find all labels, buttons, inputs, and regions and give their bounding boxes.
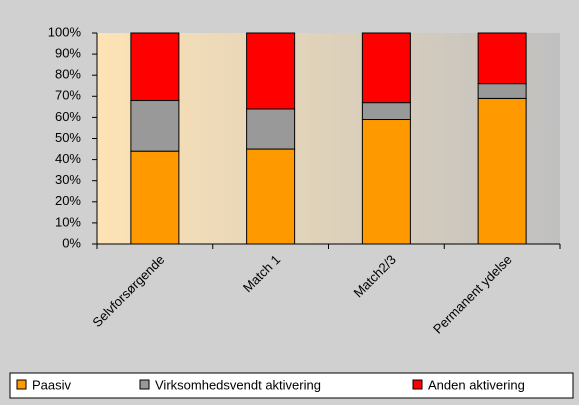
bar-segment (477, 97, 527, 245)
y-tick-label: 20% (55, 193, 81, 208)
bar-segment (246, 148, 296, 245)
y-tick-label: 30% (55, 172, 81, 187)
bar-segment (130, 100, 180, 152)
legend-marker (412, 379, 423, 390)
legend-label: Virksomhedsvendt aktivering (155, 377, 321, 392)
y-tick-label: 10% (55, 214, 81, 229)
bar-segment (477, 32, 527, 85)
bar-segment (361, 102, 411, 121)
bar-segment (130, 32, 180, 102)
legend-marker (16, 379, 27, 390)
bar-segment (246, 32, 296, 110)
bar-segment (361, 119, 411, 245)
y-tick-label: 80% (55, 67, 81, 82)
bar-segment (361, 32, 411, 104)
y-tick-label: 70% (55, 88, 81, 103)
y-tick-label: 90% (55, 46, 81, 61)
legend-label: Anden aktivering (428, 377, 525, 392)
legend-label: Paasiv (32, 377, 72, 392)
y-tick-label: 0% (62, 235, 81, 250)
bar-segment (130, 150, 180, 245)
bar-segment (477, 83, 527, 99)
legend-marker (139, 379, 150, 390)
y-tick-label: 40% (55, 151, 81, 166)
y-tick-label: 50% (55, 130, 81, 145)
legend-box (9, 372, 574, 399)
y-tick-label: 60% (55, 109, 81, 124)
bar-segment (246, 108, 296, 150)
y-tick-label: 100% (48, 24, 82, 39)
